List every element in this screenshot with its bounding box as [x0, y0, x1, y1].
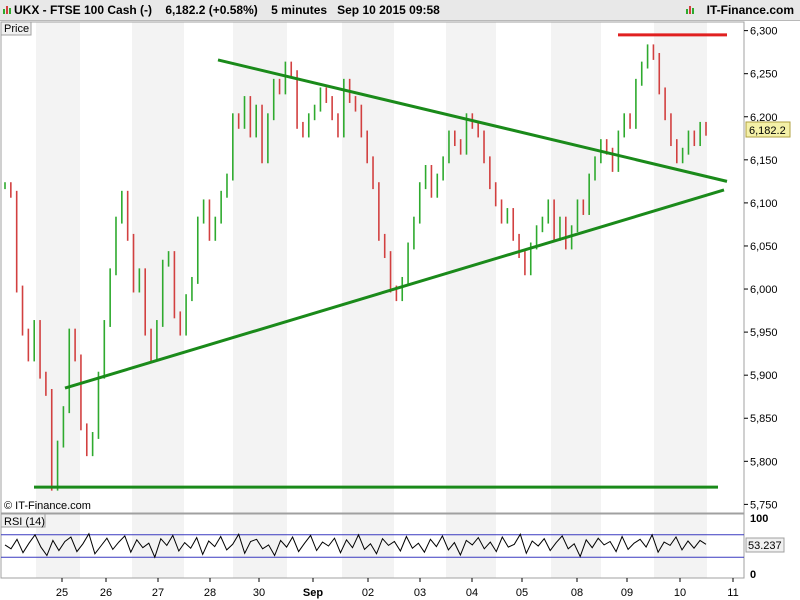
y-tick-label: 6,200 — [750, 112, 778, 124]
rsi-y-tick-label: 0 — [750, 569, 756, 581]
y-tick-label: 5,750 — [750, 499, 778, 511]
rsi-y-tick-label: 100 — [750, 513, 768, 525]
y-tick-label: 6,000 — [750, 284, 778, 296]
rsi-day-shading — [36, 514, 707, 578]
x-tick-label: 10 — [674, 587, 686, 599]
day-shade — [36, 22, 80, 513]
day-shade — [233, 22, 287, 513]
x-tick-label: 02 — [362, 587, 374, 599]
rsi-pane-frame — [0, 513, 745, 579]
price-y-axis: 6,300 6,250 6,200 6,150 6,100 6,050 6,000 5,950… — [744, 26, 778, 511]
trendlines — [34, 33, 728, 489]
rsi-line — [4, 532, 707, 559]
instrument-title: UKX - FTSE 100 Cash (-) 6,182.2 (+0.58%)… — [14, 3, 440, 17]
x-tick-label: 08 — [571, 587, 583, 599]
x-tick-label: 09 — [621, 587, 633, 599]
y-tick-label: 6,100 — [750, 198, 778, 210]
last-price-tag — [745, 121, 791, 138]
y-tick-label: 6,150 — [750, 155, 778, 167]
x-tick-label: 30 — [253, 587, 265, 599]
x-tick-label: 27 — [152, 587, 164, 599]
title-bar: UKX - FTSE 100 Cash (-) 6,182.2 (+0.58%)… — [0, 0, 800, 21]
price-pane-label-box — [0, 21, 32, 36]
day-shade — [446, 514, 496, 578]
day-shade — [342, 22, 394, 513]
x-tick-label: 11 — [727, 587, 738, 599]
y-tick-label: 5,850 — [750, 413, 778, 425]
x-tick-label: 28 — [204, 587, 216, 599]
price-pane-frame — [0, 21, 745, 514]
day-shade — [132, 22, 184, 513]
rsi-value-label: 53.237 — [748, 540, 782, 552]
day-shading — [36, 22, 707, 513]
rsi-value-tag — [745, 537, 785, 553]
rsi-pane-label-box — [0, 513, 46, 528]
y-tick-label: 6,050 — [750, 241, 778, 253]
x-tick-label: 25 — [56, 587, 68, 599]
y-tick-label: 6,300 — [750, 26, 778, 38]
x-axis: 25 26 27 28 30 Sep 02 03 04 05 08 09 10 11 — [56, 578, 739, 599]
copyright-label: © IT-Finance.com — [4, 500, 91, 512]
price-pane-label: Price — [4, 23, 29, 35]
x-tick-label: 05 — [516, 587, 528, 599]
trendline — [64, 188, 725, 390]
last-price-label: 6,182.2 — [749, 125, 786, 137]
y-tick-label: 5,950 — [750, 327, 778, 339]
day-shade — [551, 514, 601, 578]
x-tick-label: Sep — [303, 587, 323, 599]
y-tick-label: 5,900 — [750, 370, 778, 382]
x-tick-label: 04 — [466, 587, 478, 599]
x-tick-label: 26 — [100, 587, 112, 599]
day-shade — [551, 22, 601, 513]
day-shade — [654, 22, 707, 513]
brand-logo-icon — [686, 6, 694, 14]
trendline — [217, 58, 728, 183]
y-tick-label: 6,250 — [750, 69, 778, 81]
rsi-pane-label: RSI (14) — [4, 516, 45, 528]
chart-logo-icon — [3, 6, 11, 14]
brand-name: IT-Finance.com — [706, 3, 794, 17]
y-tick-label: 5,800 — [750, 456, 778, 468]
x-tick-label: 03 — [414, 587, 426, 599]
